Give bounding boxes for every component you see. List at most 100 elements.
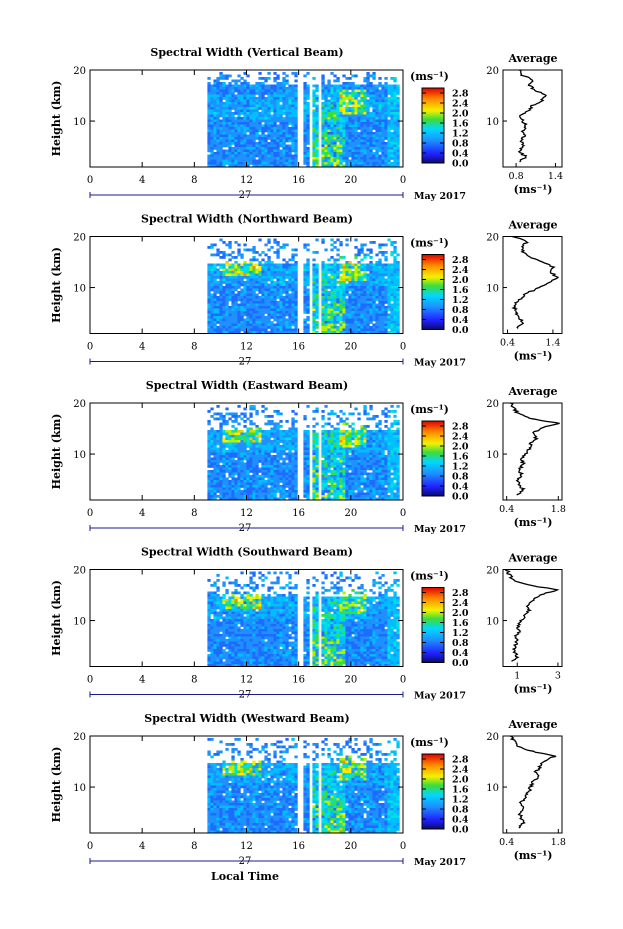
colorbar-tick-label: 0.0 xyxy=(452,825,469,836)
x-tick-label: 16 xyxy=(292,841,305,852)
colorbar-unit: (ms⁻¹) xyxy=(410,70,449,83)
profile-y-tick-label: 10 xyxy=(486,284,499,295)
y-axis-label: Height (km) xyxy=(50,247,63,323)
colorbar-tick-label: 2.8 xyxy=(452,255,469,266)
colorbar-tick-label: 1.2 xyxy=(452,628,469,639)
profile-line xyxy=(504,569,560,662)
colorbar-tick-label: 0.4 xyxy=(452,315,469,326)
profile-y-tick-label: 10 xyxy=(486,783,499,794)
figure-xlabel: Local Time xyxy=(211,870,279,883)
colorbar-tick-label: 2.4 xyxy=(452,99,469,110)
profile-title: Average xyxy=(507,718,557,731)
heatmap-cells xyxy=(207,238,400,334)
y-tick-label: 10 xyxy=(73,284,86,295)
colorbar-tick-label: 2.0 xyxy=(452,442,469,453)
colorbar-tick-label: 1.6 xyxy=(452,452,469,463)
profile-x-tick-label: 0.4 xyxy=(499,504,514,515)
colorbar-tick-label: 0.8 xyxy=(452,472,469,483)
x-tick-label: 20 xyxy=(344,675,357,686)
x-tick-label: 8 xyxy=(191,342,197,353)
colorbar-tick-label: 0.8 xyxy=(452,638,469,649)
colorbar-tick-label: 0.0 xyxy=(452,325,469,336)
heatmap-cells xyxy=(207,405,400,501)
panel-title: Spectral Width (Southward Beam) xyxy=(141,546,353,559)
profile-x-tick-label: 0.4 xyxy=(499,837,514,848)
profile-x-tick-label: 1 xyxy=(514,671,520,682)
colorbar-tick-label: 1.6 xyxy=(452,785,469,796)
x-tick-label: 0 xyxy=(87,175,93,186)
colorbar-tick-label: 2.8 xyxy=(452,89,469,100)
profile-y-tick-label: 20 xyxy=(486,566,499,577)
y-axis-label: Height (km) xyxy=(50,414,63,490)
profile-line xyxy=(517,69,547,163)
profile-frame xyxy=(502,569,563,667)
x-tick-label: 20 xyxy=(344,175,357,186)
colorbar xyxy=(421,587,445,663)
heatmap-cells xyxy=(207,72,400,168)
colorbar-tick-label: 2.8 xyxy=(452,588,469,599)
profile-y-tick-label: 20 xyxy=(486,399,499,410)
x-tick-label: 0 xyxy=(87,508,93,519)
month-label: May 2017 xyxy=(414,857,466,868)
month-label: May 2017 xyxy=(414,524,466,535)
colorbar-tick-label: 0.0 xyxy=(452,159,469,170)
colorbar-tick-label: 2.8 xyxy=(452,755,469,766)
x-tick-label: 4 xyxy=(139,841,145,852)
colorbar xyxy=(421,753,445,830)
x-tick-label: 12 xyxy=(240,508,253,519)
y-axis-label: Height (km) xyxy=(50,81,63,157)
colorbar-tick-label: 1.6 xyxy=(452,285,469,296)
colorbar-unit: (ms⁻¹) xyxy=(410,403,449,416)
profile-y-tick-label: 10 xyxy=(486,617,499,628)
month-label: May 2017 xyxy=(414,691,466,702)
profile-xlabel: (ms⁻¹) xyxy=(514,350,553,363)
y-tick-label: 20 xyxy=(73,399,86,410)
x-tick-label: 0 xyxy=(400,508,406,519)
colorbar-tick-label: 2.0 xyxy=(452,775,469,786)
y-tick-label: 10 xyxy=(73,450,86,461)
y-tick-label: 20 xyxy=(73,732,86,743)
colorbar-tick-label: 2.4 xyxy=(452,265,469,276)
x-tick-label: 20 xyxy=(344,342,357,353)
colorbar-tick-label: 2.8 xyxy=(452,422,469,433)
panel-title: Spectral Width (Vertical Beam) xyxy=(150,46,343,59)
panel-3: Spectral Width (Eastward Beam) 20 10 Height… xyxy=(50,379,566,535)
y-tick-label: 10 xyxy=(73,117,86,128)
x-tick-label: 16 xyxy=(292,175,305,186)
profile-title: Average xyxy=(507,52,557,65)
colorbar-tick-label: 2.4 xyxy=(452,598,469,609)
panel-1: Spectral Width (Vertical Beam) 20 10 Height… xyxy=(50,46,563,202)
profile-line xyxy=(510,402,560,496)
x-tick-label: 12 xyxy=(240,342,253,353)
x-tick-label: 20 xyxy=(344,508,357,519)
colorbar xyxy=(421,420,445,497)
colorbar-tick-label: 2.4 xyxy=(452,432,469,443)
panel-5: Spectral Width (Westward Beam) 20 10 Height… xyxy=(50,712,566,868)
y-tick-label: 20 xyxy=(73,66,86,77)
colorbar-tick-label: 0.8 xyxy=(452,805,469,816)
colorbar-tick-label: 0.4 xyxy=(452,815,469,826)
profile-xlabel: (ms⁻¹) xyxy=(514,683,553,696)
profile-x-tick-label: 1.8 xyxy=(551,837,566,848)
y-tick-label: 20 xyxy=(73,233,86,244)
panel-4: Spectral Width (Southward Beam)2010Heigh… xyxy=(50,546,563,702)
x-tick-label: 20 xyxy=(344,841,357,852)
profile-y-tick-label: 20 xyxy=(486,732,499,743)
day-label: 27 xyxy=(239,856,252,867)
profile-y-tick-label: 10 xyxy=(486,450,499,461)
y-tick-label: 10 xyxy=(73,617,86,628)
day-label: 27 xyxy=(239,523,252,534)
colorbar xyxy=(421,87,445,164)
x-tick-label: 0 xyxy=(400,675,406,686)
y-axis-label: Height (km) xyxy=(50,580,63,656)
day-label: 27 xyxy=(239,690,252,701)
profile-y-tick-label: 20 xyxy=(486,233,499,244)
profile-xlabel: (ms⁻¹) xyxy=(514,516,553,529)
profile-frame xyxy=(502,735,563,834)
x-tick-label: 0 xyxy=(87,841,93,852)
x-tick-label: 4 xyxy=(139,508,145,519)
colorbar-tick-label: 0.4 xyxy=(452,648,469,659)
x-tick-label: 16 xyxy=(292,342,305,353)
colorbar-tick-label: 2.0 xyxy=(452,608,469,619)
